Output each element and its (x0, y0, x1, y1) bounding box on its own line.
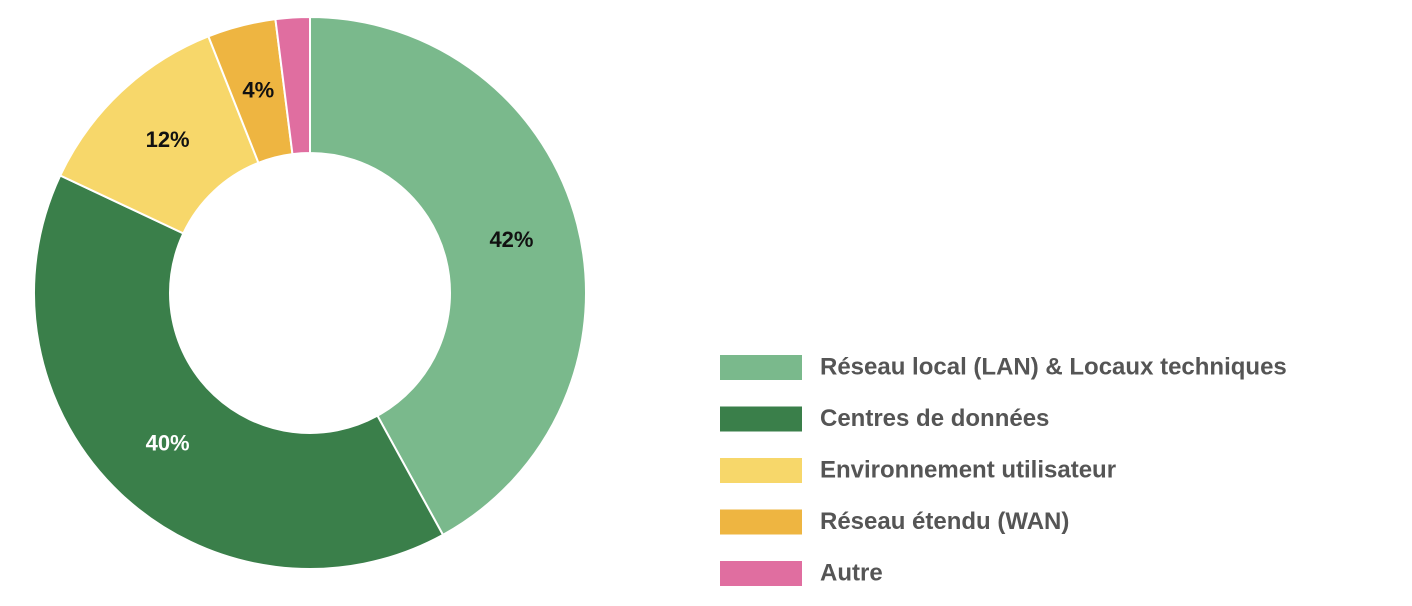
legend-swatch (720, 509, 802, 535)
slice (274, 15, 311, 156)
slice (309, 15, 587, 537)
legend-label: Autre (820, 559, 883, 586)
value-label: 40% (146, 430, 190, 455)
legend-swatch (720, 406, 802, 432)
value-label: 4% (242, 77, 274, 102)
legend: Réseau local (LAN) & Locaux techniques Ce… (720, 353, 1287, 586)
slice (58, 35, 260, 235)
legend-swatch (720, 561, 802, 586)
donut: 42% 40% 12% 4% (33, 15, 587, 570)
legend-label: Centres de données (820, 405, 1049, 432)
legend-swatch (720, 458, 802, 483)
legend-label: Environnement utilisateur (820, 456, 1116, 483)
legend-swatch (720, 355, 802, 380)
value-label: 42% (489, 227, 533, 252)
legend-label: Réseau étendu (WAN) (820, 508, 1069, 535)
slice (33, 174, 445, 570)
value-label: 12% (146, 127, 190, 152)
legend-label: Réseau local (LAN) & Locaux techniques (820, 353, 1287, 380)
